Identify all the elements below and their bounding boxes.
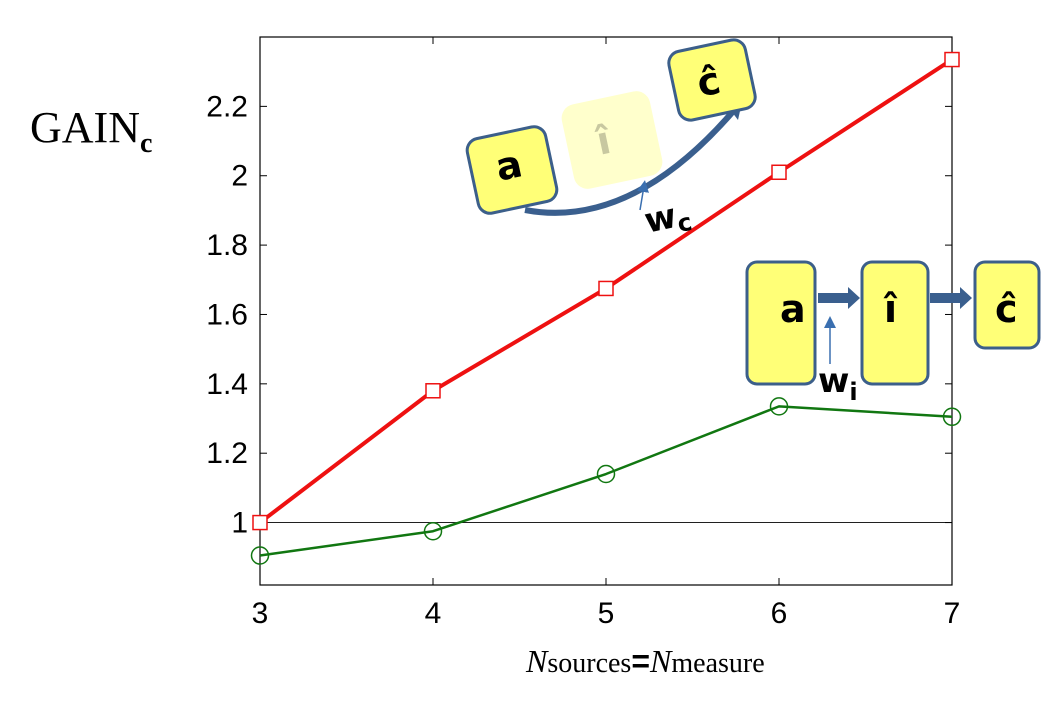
x-tick-label: 3 (252, 597, 269, 630)
y-tick-label: 1 (231, 507, 248, 540)
c-hat-box-bottom (973, 260, 1041, 350)
a-box-bottom (745, 260, 817, 386)
arrow-a-to-i (818, 287, 860, 309)
x-axis-ticks: 3 4 5 6 7 (252, 37, 961, 630)
series-point-2 (250, 546, 270, 565)
direct-arrow (524, 106, 739, 216)
series-point-2 (596, 464, 616, 484)
series-point-2 (423, 521, 443, 541)
y-tick-label: 1.4 (206, 368, 248, 401)
x-tick-label: 4 (425, 597, 442, 630)
faded-i-hat-box (561, 91, 663, 189)
y-tick-label: 2 (231, 160, 248, 193)
series-point-1 (252, 514, 268, 531)
c-hat-box-top (667, 38, 757, 122)
x-axis-label: Nsources=Nmeasure (525, 643, 765, 679)
x-tick-label: 5 (598, 597, 615, 630)
top-diagram: î a ĉ wc (465, 38, 757, 245)
bottom-diagram: a î ĉ wi (745, 260, 1041, 406)
i-hat-label-bottom: î (883, 287, 898, 331)
series-point-2 (942, 407, 962, 427)
i-hat-box-bottom (860, 260, 930, 386)
w-c-label: wc (641, 193, 695, 245)
y-axis-ticks: 1 1.2 1.4 1.6 1.8 2 2.2 (206, 90, 952, 540)
w-i-label: wi (818, 361, 858, 406)
y-axis-label: GAINc (30, 103, 152, 159)
a-label-bottom: a (780, 287, 806, 331)
series-point-1 (598, 280, 614, 297)
x-tick-label: 7 (944, 597, 961, 630)
y-tick-label: 1.2 (206, 437, 248, 470)
y-tick-label: 1.6 (206, 298, 248, 331)
a-box-top (465, 125, 559, 215)
series-point-2 (769, 397, 789, 416)
series-layer (250, 51, 962, 565)
c-hat-label-bottom: ĉ (995, 287, 1018, 331)
series-line-2 (259, 405, 953, 557)
series-point-1 (771, 164, 787, 181)
arrow-i-to-c (930, 287, 972, 309)
w-c-pointer (637, 180, 649, 211)
x-tick-label: 6 (771, 597, 788, 630)
y-tick-label: 2.2 (206, 90, 248, 123)
y-tick-label: 1.8 (206, 229, 248, 262)
series-point-1 (425, 383, 441, 399)
series-point-1 (944, 51, 960, 68)
